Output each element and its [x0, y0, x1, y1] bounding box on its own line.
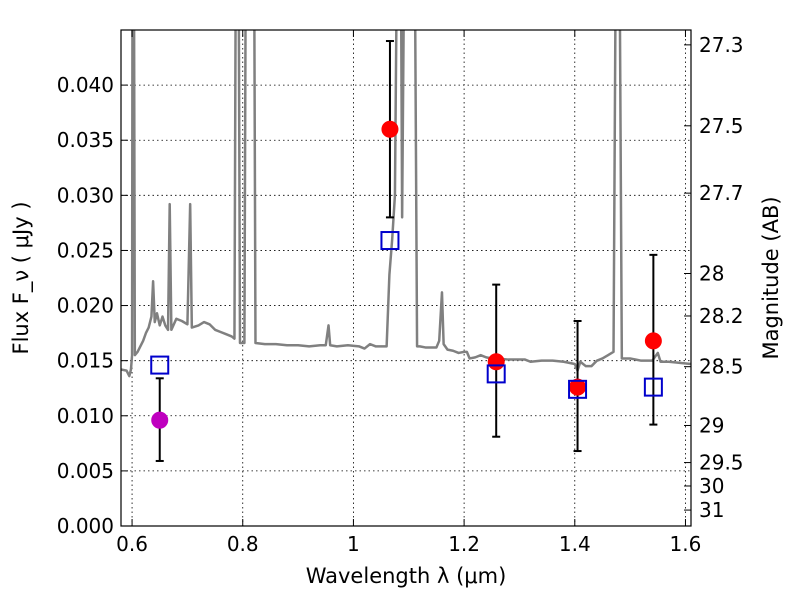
plot-frame [120, 29, 692, 527]
x-axis-label: Wavelength λ (μm) [306, 564, 507, 588]
x-tick-label: 1.2 [448, 532, 480, 556]
model-spectrum-line [121, 30, 691, 378]
y2-tick-label: 27.3 [699, 33, 744, 57]
model-flux-square [380, 231, 400, 251]
x-tick-label: 1.4 [559, 532, 591, 556]
y-tick-label: 0.000 [57, 514, 114, 538]
x-tick-label: 0.6 [116, 532, 148, 556]
model-flux-square [486, 364, 506, 384]
y-axis-label: Flux F_ν ( μJy ) [9, 201, 34, 354]
axis-tick-labels: 0.6 0.8 1 1.2 1.4 1.6 0.000 0.005 0.010 0.015 0.02… [57, 33, 744, 556]
model-flux-square [643, 377, 663, 397]
grid-lines [121, 30, 691, 526]
y-tick-label: 0.030 [57, 183, 114, 207]
axis-ticks [121, 30, 691, 527]
y-tick-label: 0.020 [57, 294, 114, 318]
y2-tick-label: 29 [699, 413, 724, 437]
y2-tick-label: 28.2 [699, 304, 744, 328]
y-tick-label: 0.040 [57, 73, 114, 97]
y2-tick-label: 27.7 [699, 181, 744, 205]
y-tick-label: 0.005 [57, 459, 114, 483]
observed-flux-point [151, 411, 169, 429]
y-tick-label: 0.015 [57, 349, 114, 373]
y2-tick-label: 29.5 [699, 451, 744, 475]
y2-tick-label: 28 [699, 261, 724, 285]
y2-axis-label: Magnitude (AB) [759, 196, 783, 359]
y2-tick-label: 31 [699, 498, 724, 522]
model-flux-square [150, 355, 170, 375]
y2-tick-label: 30 [699, 474, 724, 498]
x-tick-label: 1.6 [670, 532, 702, 556]
observed-flux-point [644, 332, 662, 350]
x-tick-label: 0.8 [227, 532, 259, 556]
y2-tick-label: 28.5 [699, 355, 744, 379]
y2-tick-label: 27.5 [699, 114, 744, 138]
model-flux-square [568, 379, 588, 399]
y-tick-label: 0.025 [57, 238, 114, 262]
observed-flux-point [487, 353, 505, 371]
y-tick-label: 0.035 [57, 128, 114, 152]
observed-flux-point [381, 120, 399, 138]
y-tick-label: 0.010 [57, 404, 114, 428]
x-tick-label: 1 [347, 532, 360, 556]
plot-area [121, 30, 691, 462]
